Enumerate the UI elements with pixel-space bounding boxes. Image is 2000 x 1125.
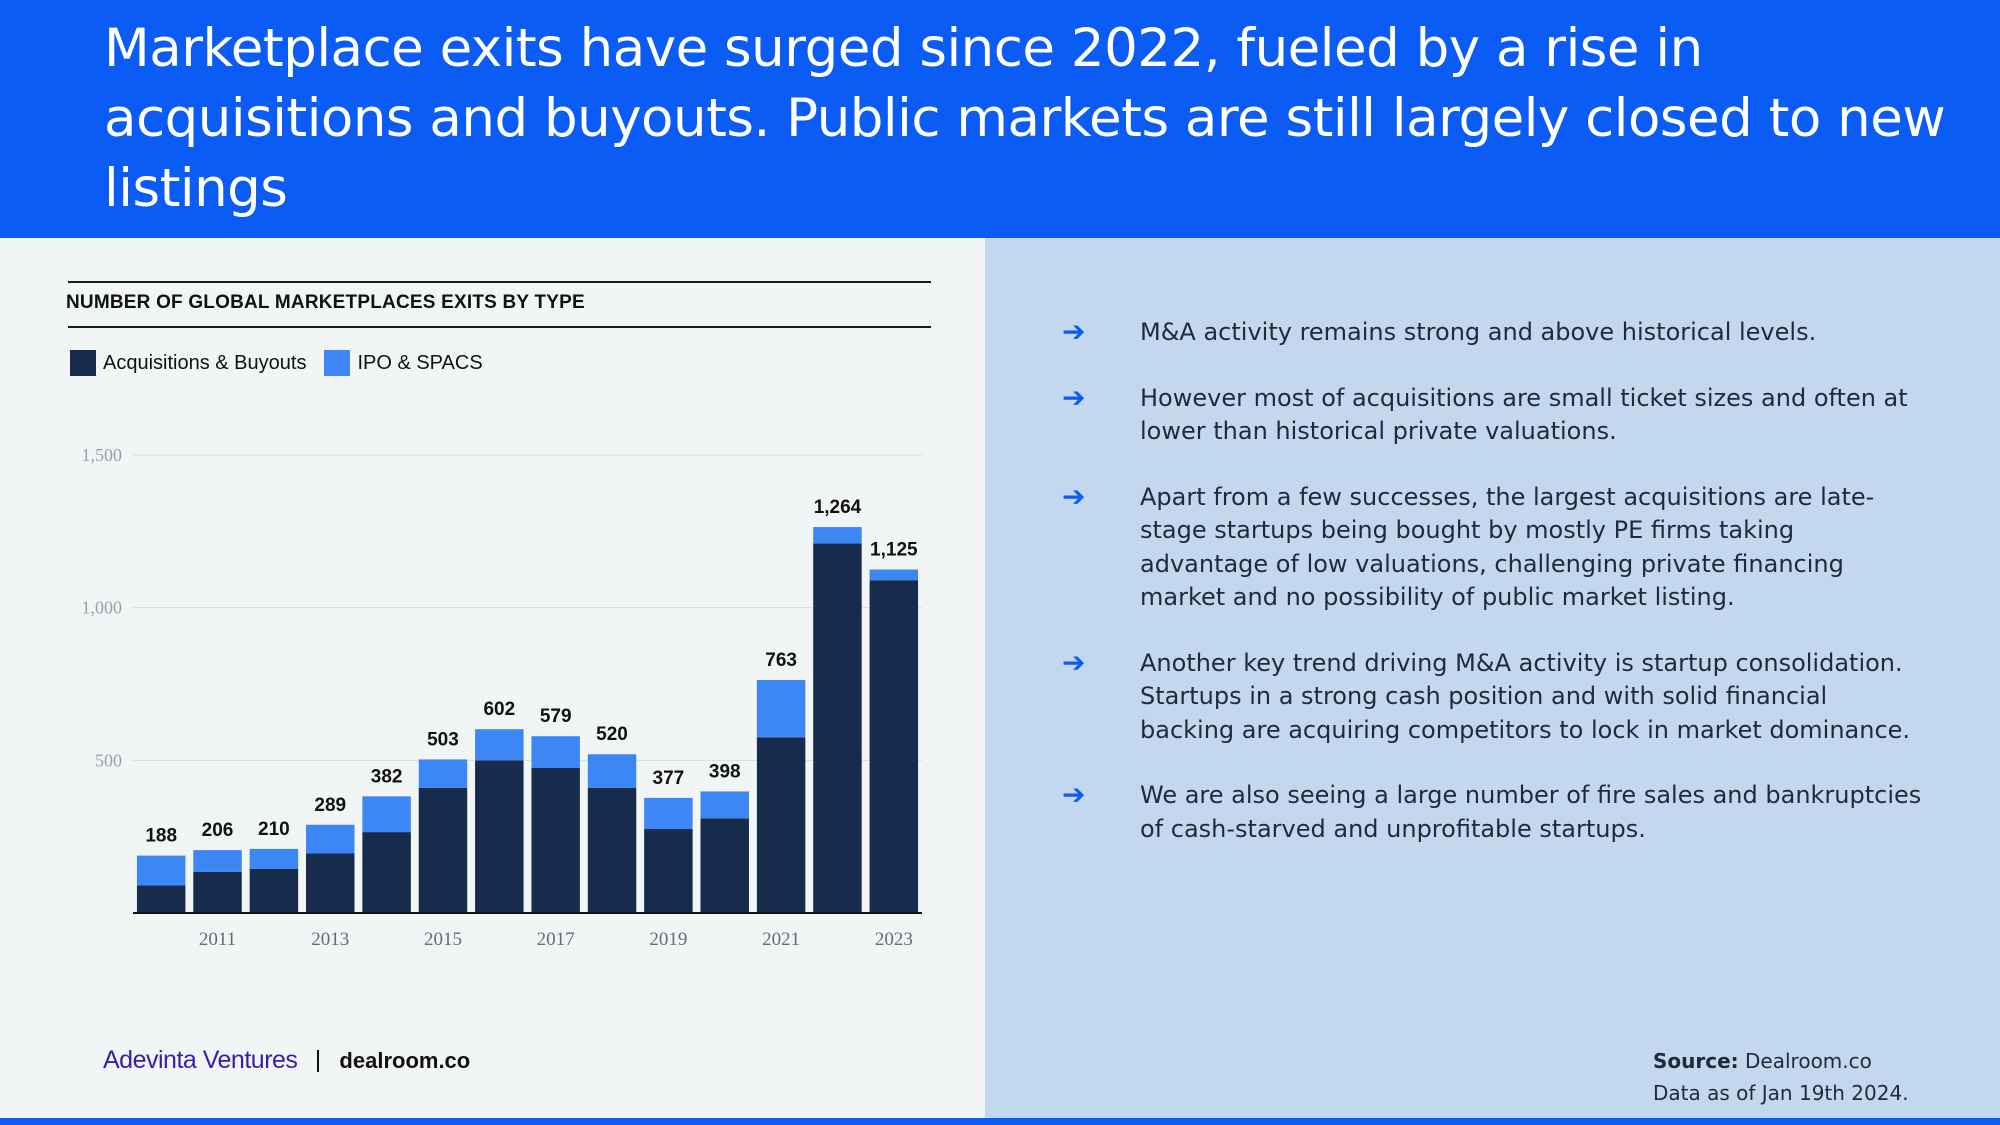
bottom-accent-bar <box>0 1118 2000 1125</box>
data-label: 398 <box>709 761 741 782</box>
page-title: Marketplace exits have surged since 2022… <box>104 18 1946 219</box>
bar-ipo <box>475 729 524 761</box>
data-label: 602 <box>483 699 515 720</box>
bullet-item: ➔ However most of acquisitions are small… <box>1062 380 1922 449</box>
data-label: 520 <box>596 724 628 745</box>
insights-panel <box>985 238 2000 1118</box>
logo-divider <box>317 1049 320 1072</box>
data-label: 289 <box>314 795 346 816</box>
bar-chart: 500 1,000 1,500 188 206 2011 210 289 2013 382 503 2… <box>82 445 922 950</box>
bar-ipo <box>193 850 242 872</box>
bar-acquisitions <box>475 760 524 913</box>
chart-title-bottom-rule <box>68 326 931 328</box>
bar-acquisitions <box>193 871 242 913</box>
legend-label-ipo: IPO & SPACS <box>357 351 483 374</box>
legend-label-acquisitions: Acquisitions & Buyouts <box>103 351 307 374</box>
data-label: 1,264 <box>814 497 862 518</box>
bullet-text: However most of acquisitions are small t… <box>1140 383 1908 446</box>
data-label: 1,125 <box>870 540 918 561</box>
bar-acquisitions <box>644 829 693 913</box>
bar-ipo <box>813 527 862 544</box>
legend-swatch-acquisitions <box>70 350 96 376</box>
source-note: Source: Dealroom.co Data as of Jan 19th … <box>1653 1045 1909 1109</box>
arrow-right-icon: ➔ <box>1062 380 1086 414</box>
bar-acquisitions <box>756 737 806 913</box>
data-date: Data as of Jan 19th 2024. <box>1653 1081 1909 1105</box>
bar-ipo <box>418 759 468 788</box>
header-banner: Marketplace exits have surged since 2022… <box>0 0 2000 238</box>
bar-ipo <box>587 754 637 788</box>
bullet-item: ➔ Apart from a few successes, the larges… <box>1062 479 1922 615</box>
bar-acquisitions <box>306 853 355 913</box>
bar-ipo <box>136 855 186 886</box>
data-label: 763 <box>765 650 797 671</box>
bar-acquisitions <box>700 818 749 913</box>
data-label: 382 <box>371 766 403 787</box>
bar-acquisitions <box>362 832 411 913</box>
bar-ipo <box>362 796 411 833</box>
x-tick-label: 2015 <box>424 929 462 950</box>
y-tick-label: 1,000 <box>82 598 123 618</box>
bar-ipo <box>869 569 919 581</box>
bar-acquisitions <box>813 543 862 913</box>
bar-acquisitions <box>418 787 468 913</box>
bullet-text: Another key trend driving M&A activity i… <box>1140 648 1911 744</box>
source-label: Source: <box>1653 1049 1739 1073</box>
chart-legend: Acquisitions & Buyouts IPO & SPACS <box>70 350 483 376</box>
bullet-item: ➔ M&A activity remains strong and above … <box>1062 316 1922 350</box>
bullet-item: ➔ We are also seeing a large number of f… <box>1062 779 1922 846</box>
bar-ipo <box>700 791 749 819</box>
bullet-list: ➔ M&A activity remains strong and above … <box>1062 316 1922 878</box>
bar-ipo <box>249 848 299 869</box>
footer-logos: Adevinta Ventures dealroom.co <box>103 1046 470 1075</box>
adevinta-ventures-logo: Adevinta Ventures <box>103 1046 298 1074</box>
bar-acquisitions <box>249 868 299 913</box>
legend-swatch-ipo <box>324 350 351 376</box>
source-value: Dealroom.co <box>1745 1049 1872 1073</box>
y-tick-label: 1,500 <box>82 445 123 465</box>
dealroom-logo: dealroom.co <box>339 1047 471 1073</box>
data-label: 579 <box>540 706 572 727</box>
bar-ipo <box>756 680 806 738</box>
bullet-item: ➔ Another key trend driving M&A activity… <box>1062 645 1922 748</box>
bar-ipo <box>306 824 355 854</box>
legend-item-ipo: IPO & SPACS <box>324 350 483 376</box>
y-tick-label: 500 <box>95 750 122 770</box>
x-tick-label: 2017 <box>537 929 575 950</box>
bar-ipo <box>644 797 693 830</box>
bar-acquisitions <box>531 767 580 913</box>
legend-item-acquisitions: Acquisitions & Buyouts <box>70 350 306 376</box>
arrow-right-icon: ➔ <box>1062 315 1086 348</box>
bar-acquisitions <box>136 885 186 913</box>
bar-acquisitions <box>869 580 919 913</box>
data-label: 206 <box>202 820 234 841</box>
bar-acquisitions <box>587 787 637 913</box>
bar-ipo <box>531 736 580 768</box>
bullet-text: M&A activity remains strong and above hi… <box>1140 318 1817 346</box>
arrow-right-icon: ➔ <box>1062 479 1086 513</box>
data-label: 377 <box>653 768 685 789</box>
arrow-right-icon: ➔ <box>1062 778 1086 811</box>
data-label: 188 <box>145 826 177 847</box>
bullet-text: Apart from a few successes, the largest … <box>1140 482 1875 612</box>
data-label: 210 <box>258 819 290 840</box>
chart-title: NUMBER OF GLOBAL MARKETPLACES EXITS BY T… <box>66 292 585 313</box>
x-tick-label: 2021 <box>762 929 800 950</box>
x-tick-label: 2019 <box>649 929 687 950</box>
x-tick-label: 2013 <box>311 929 349 950</box>
x-tick-label: 2023 <box>875 929 913 950</box>
arrow-right-icon: ➔ <box>1062 645 1086 679</box>
bullet-text: We are also seeing a large number of fir… <box>1140 781 1922 843</box>
data-label: 503 <box>427 729 459 750</box>
chart-title-top-rule <box>68 281 931 283</box>
x-tick-label: 2011 <box>199 929 236 950</box>
